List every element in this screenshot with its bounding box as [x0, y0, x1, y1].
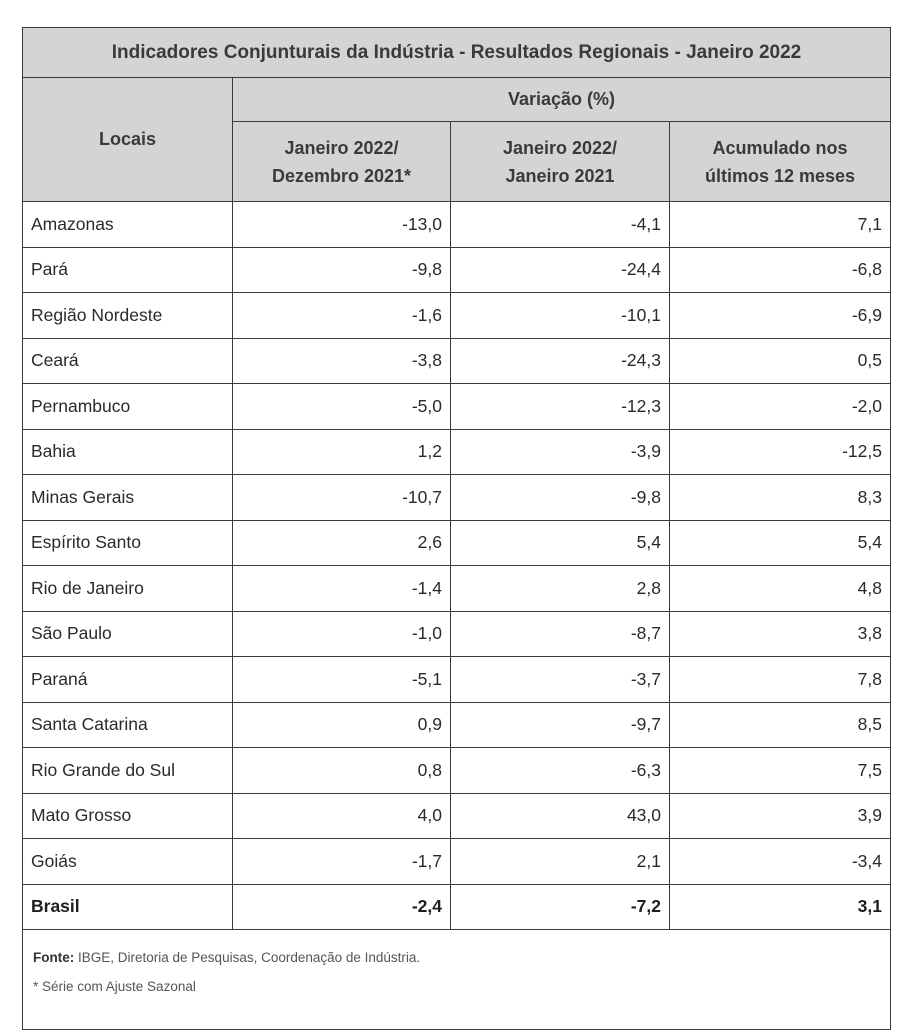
table-row: Mato Grosso 4,0 43,0 3,9: [22, 792, 891, 839]
row-value-month: -3,8: [232, 337, 451, 384]
row-value-year: -6,3: [450, 747, 670, 794]
row-local-name: Mato Grosso: [22, 792, 233, 839]
row-value-month: -1,4: [232, 565, 451, 612]
row-value-year: -8,7: [450, 610, 670, 657]
column-header-line: Janeiro 2022/: [284, 137, 399, 158]
row-value-year: -9,7: [450, 701, 670, 748]
row-value-accumulated: -3,4: [669, 838, 891, 885]
row-local-name: Ceará: [22, 337, 233, 384]
row-local-name: Região Nordeste: [22, 292, 233, 339]
row-value-accumulated: -12,5: [669, 428, 891, 475]
row-local-name: Brasil: [22, 883, 233, 930]
table-title: Indicadores Conjunturais da Indústria - …: [22, 27, 891, 78]
row-value-month: -1,6: [232, 292, 451, 339]
row-local-name: Pernambuco: [22, 383, 233, 430]
row-value-year: -24,3: [450, 337, 670, 384]
row-value-year: -10,1: [450, 292, 670, 339]
row-value-year: -24,4: [450, 246, 670, 293]
table-row: Ceará -3,8 -24,3 0,5: [22, 337, 891, 384]
row-local-name: Paraná: [22, 656, 233, 703]
row-value-accumulated: -6,9: [669, 292, 891, 339]
column-header-line: últimos 12 meses: [704, 165, 856, 186]
row-value-month: -1,7: [232, 838, 451, 885]
table-footer: Fonte: IBGE, Diretoria de Pesquisas, Coo…: [22, 929, 891, 1030]
row-local-name: Bahia: [22, 428, 233, 475]
row-value-accumulated: -2,0: [669, 383, 891, 430]
row-local-name: Pará: [22, 246, 233, 293]
row-value-month: -2,4: [232, 883, 451, 930]
row-local-name: Espírito Santo: [22, 519, 233, 566]
column-header-line: Acumulado nos: [712, 137, 848, 158]
table-row: Santa Catarina 0,9 -9,7 8,5: [22, 701, 891, 748]
row-local-name: Amazonas: [22, 201, 233, 248]
row-value-year: -3,9: [450, 428, 670, 475]
row-value-month: 0,8: [232, 747, 451, 794]
variation-header: Variação (%): [232, 77, 891, 122]
row-value-year: -9,8: [450, 474, 670, 521]
row-value-year: -4,1: [450, 201, 670, 248]
row-local-name: São Paulo: [22, 610, 233, 657]
table-row: Pernambuco -5,0 -12,3 -2,0: [22, 383, 891, 430]
row-value-month: -5,1: [232, 656, 451, 703]
locals-header: Locais: [22, 77, 233, 202]
row-local-name: Rio de Janeiro: [22, 565, 233, 612]
row-value-accumulated: 7,8: [669, 656, 891, 703]
row-local-name: Santa Catarina: [22, 701, 233, 748]
row-value-year: 43,0: [450, 792, 670, 839]
row-value-year: -12,3: [450, 383, 670, 430]
source-label: Fonte:: [33, 950, 75, 965]
row-value-accumulated: 7,5: [669, 747, 891, 794]
row-value-month: 0,9: [232, 701, 451, 748]
table-row: Paraná -5,1 -3,7 7,8: [22, 656, 891, 703]
regional-indicators-table: Indicadores Conjunturais da Indústria - …: [22, 27, 891, 1030]
row-value-month: 4,0: [232, 792, 451, 839]
row-value-accumulated: 8,3: [669, 474, 891, 521]
column-header-year-over-year: Janeiro 2022/ Janeiro 2021: [450, 121, 670, 202]
table-row: Goiás -1,7 2,1 -3,4: [22, 838, 891, 885]
source-note: Fonte: IBGE, Diretoria de Pesquisas, Coo…: [33, 950, 880, 965]
indicators-table-container: Indicadores Conjunturais da Indústria - …: [22, 27, 891, 1030]
seasonal-adjustment-note: * Série com Ajuste Sazonal: [33, 979, 196, 994]
row-local-name: Minas Gerais: [22, 474, 233, 521]
row-value-month: -1,0: [232, 610, 451, 657]
column-header-line: Dezembro 2021*: [271, 165, 412, 186]
row-value-accumulated: 3,1: [669, 883, 891, 930]
table-row: Pará -9,8 -24,4 -6,8: [22, 246, 891, 293]
row-value-month: -10,7: [232, 474, 451, 521]
row-value-year: 2,1: [450, 838, 670, 885]
column-header-month-over-month: Janeiro 2022/ Dezembro 2021*: [232, 121, 451, 202]
table-row: Espírito Santo 2,6 5,4 5,4: [22, 519, 891, 566]
row-value-month: 2,6: [232, 519, 451, 566]
row-value-year: 5,4: [450, 519, 670, 566]
column-header-line: Janeiro 2021: [505, 165, 615, 186]
row-value-month: -9,8: [232, 246, 451, 293]
row-value-accumulated: 7,1: [669, 201, 891, 248]
row-value-accumulated: 5,4: [669, 519, 891, 566]
table-row-total: Brasil -2,4 -7,2 3,1: [22, 883, 891, 930]
row-value-accumulated: 0,5: [669, 337, 891, 384]
table-row: Bahia 1,2 -3,9 -12,5: [22, 428, 891, 475]
source-text: IBGE, Diretoria de Pesquisas, Coordenaçã…: [74, 950, 421, 965]
row-value-month: 1,2: [232, 428, 451, 475]
table-row: Minas Gerais -10,7 -9,8 8,3: [22, 474, 891, 521]
row-value-month: -13,0: [232, 201, 451, 248]
row-value-month: -5,0: [232, 383, 451, 430]
row-value-accumulated: 8,5: [669, 701, 891, 748]
row-value-accumulated: 4,8: [669, 565, 891, 612]
row-value-year: -7,2: [450, 883, 670, 930]
row-value-year: -3,7: [450, 656, 670, 703]
row-local-name: Rio Grande do Sul: [22, 747, 233, 794]
row-value-accumulated: 3,9: [669, 792, 891, 839]
row-value-accumulated: -6,8: [669, 246, 891, 293]
table-row: São Paulo -1,0 -8,7 3,8: [22, 610, 891, 657]
row-value-year: 2,8: [450, 565, 670, 612]
table-row: Amazonas -13,0 -4,1 7,1: [22, 201, 891, 248]
column-header-line: Janeiro 2022/: [502, 137, 618, 158]
table-row: Rio Grande do Sul 0,8 -6,3 7,5: [22, 747, 891, 794]
row-local-name: Goiás: [22, 838, 233, 885]
table-row: Região Nordeste -1,6 -10,1 -6,9: [22, 292, 891, 339]
table-row: Rio de Janeiro -1,4 2,8 4,8: [22, 565, 891, 612]
row-value-accumulated: 3,8: [669, 610, 891, 657]
column-header-accumulated-12-months: Acumulado nos últimos 12 meses: [669, 121, 891, 202]
